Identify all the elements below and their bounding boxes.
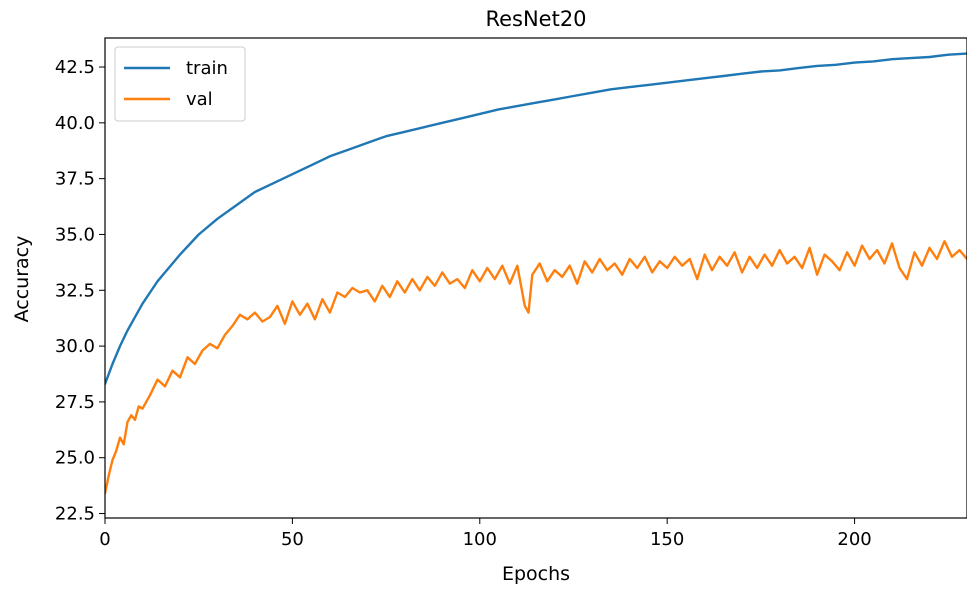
legend-label-val: val xyxy=(186,89,213,110)
legend-label-train: train xyxy=(186,58,228,79)
axes-layer xyxy=(104,37,967,519)
y-tick-label: 25.0 xyxy=(55,448,95,469)
x-axis-title: Epochs xyxy=(502,563,570,585)
legend-box xyxy=(114,46,246,122)
y-axis-title: Accuracy xyxy=(11,236,33,323)
y-tick-label: 22.5 xyxy=(55,504,95,525)
y-tick-label: 35.0 xyxy=(55,224,95,245)
x-tick-label: 150 xyxy=(650,529,684,550)
legend: train val xyxy=(114,46,246,122)
plot-area xyxy=(105,52,967,495)
y-tick-label: 40.0 xyxy=(55,113,95,134)
x-tick-label: 50 xyxy=(281,529,304,550)
y-tick-label: 42.5 xyxy=(55,57,95,78)
ticks-layer: 0 50 100 150 200 22.5 25.0 27.5 30.0 32.5 35.0 37.5… xyxy=(55,57,872,550)
series-line-train xyxy=(105,52,967,386)
y-tick-label: 32.5 xyxy=(55,280,95,301)
y-tick-label: 30.0 xyxy=(55,336,95,357)
series-line-val xyxy=(105,239,967,495)
series-layer xyxy=(105,52,967,495)
x-tick-label: 100 xyxy=(463,529,497,550)
y-tick-label: 27.5 xyxy=(55,392,95,413)
x-tick-label: 200 xyxy=(837,529,871,550)
x-tick-label: 0 xyxy=(99,529,110,550)
plot-frame xyxy=(104,37,967,519)
y-tick-label: 37.5 xyxy=(55,169,95,190)
chart-title: ResNet20 xyxy=(485,7,586,31)
